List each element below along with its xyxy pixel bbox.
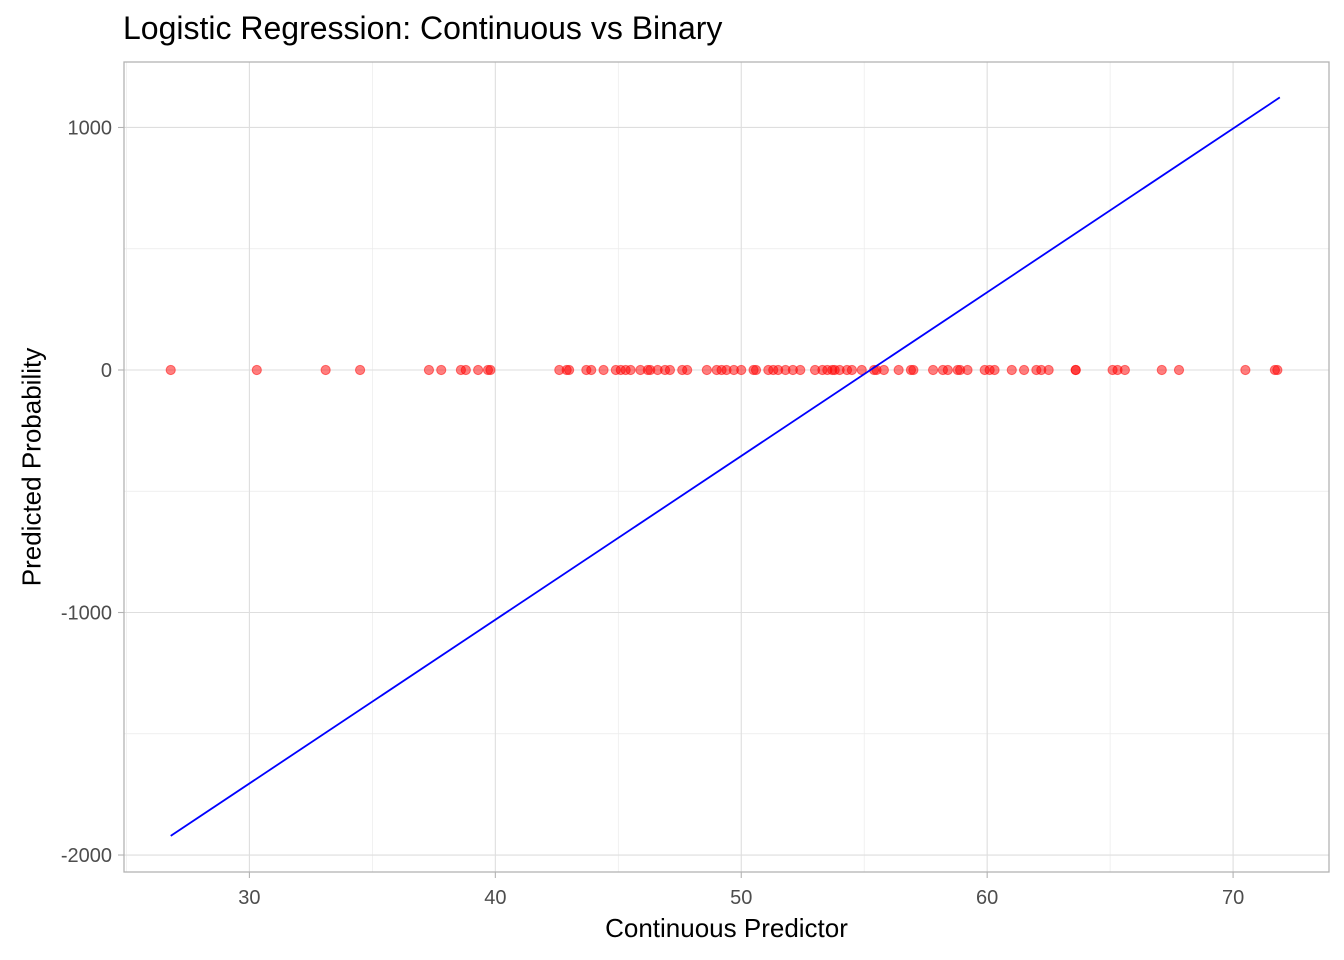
data-point (354, 364, 366, 376)
data-point (1070, 364, 1081, 376)
y-tick-label: 0 (101, 360, 112, 382)
data-point (320, 364, 331, 376)
data-point (1006, 364, 1017, 376)
x-tick-label: 40 (484, 887, 506, 909)
y-tick-label: -1000 (61, 603, 112, 625)
data-point (485, 364, 496, 376)
y-tick-label: 1000 (68, 117, 113, 139)
y-tick-label: -2000 (61, 845, 112, 867)
chart-title: Logistic Regression: Continuous vs Binar… (123, 10, 723, 46)
x-tick-label: 70 (1222, 887, 1244, 909)
data-point (846, 364, 858, 376)
data-point (962, 364, 973, 376)
data-point (423, 364, 435, 376)
data-point (682, 364, 693, 376)
data-point (893, 364, 904, 376)
major-gridlines (124, 62, 1329, 872)
fitted-line (170, 96, 1281, 837)
data-point (625, 364, 636, 376)
data-point (1018, 364, 1030, 376)
x-axis-label: Continuous Predictor (605, 913, 848, 943)
minor-gridlines (124, 62, 1329, 872)
data-point (1156, 364, 1167, 376)
data-point (701, 364, 712, 376)
data-point (1119, 364, 1130, 376)
data-point (927, 364, 939, 376)
data-point (251, 364, 262, 376)
data-point (436, 364, 447, 376)
data-point (942, 364, 953, 376)
data-point (856, 364, 867, 376)
data-point (564, 364, 575, 376)
data-point (586, 364, 597, 376)
data-point (165, 364, 176, 376)
data-point (1240, 364, 1251, 376)
data-point (795, 364, 806, 376)
data-point (598, 364, 609, 376)
y-axis-ticks: -2000 -1000 0 1000 (61, 117, 124, 867)
data-point (664, 364, 676, 376)
data-point (1173, 364, 1185, 376)
data-point (1272, 364, 1283, 376)
x-axis-ticks: 30 40 50 60 70 (238, 872, 1244, 909)
x-tick-label: 60 (976, 887, 998, 909)
x-tick-label: 50 (730, 887, 752, 909)
data-point (460, 364, 471, 376)
data-point (1043, 364, 1054, 376)
data-point (908, 364, 919, 376)
x-tick-label: 30 (238, 887, 260, 909)
data-point (878, 364, 889, 376)
data-point (736, 364, 747, 376)
data-point (473, 364, 484, 376)
scatter-points (165, 364, 1283, 376)
data-point (989, 364, 1000, 376)
panel-border (123, 61, 1330, 873)
data-point (750, 364, 762, 376)
